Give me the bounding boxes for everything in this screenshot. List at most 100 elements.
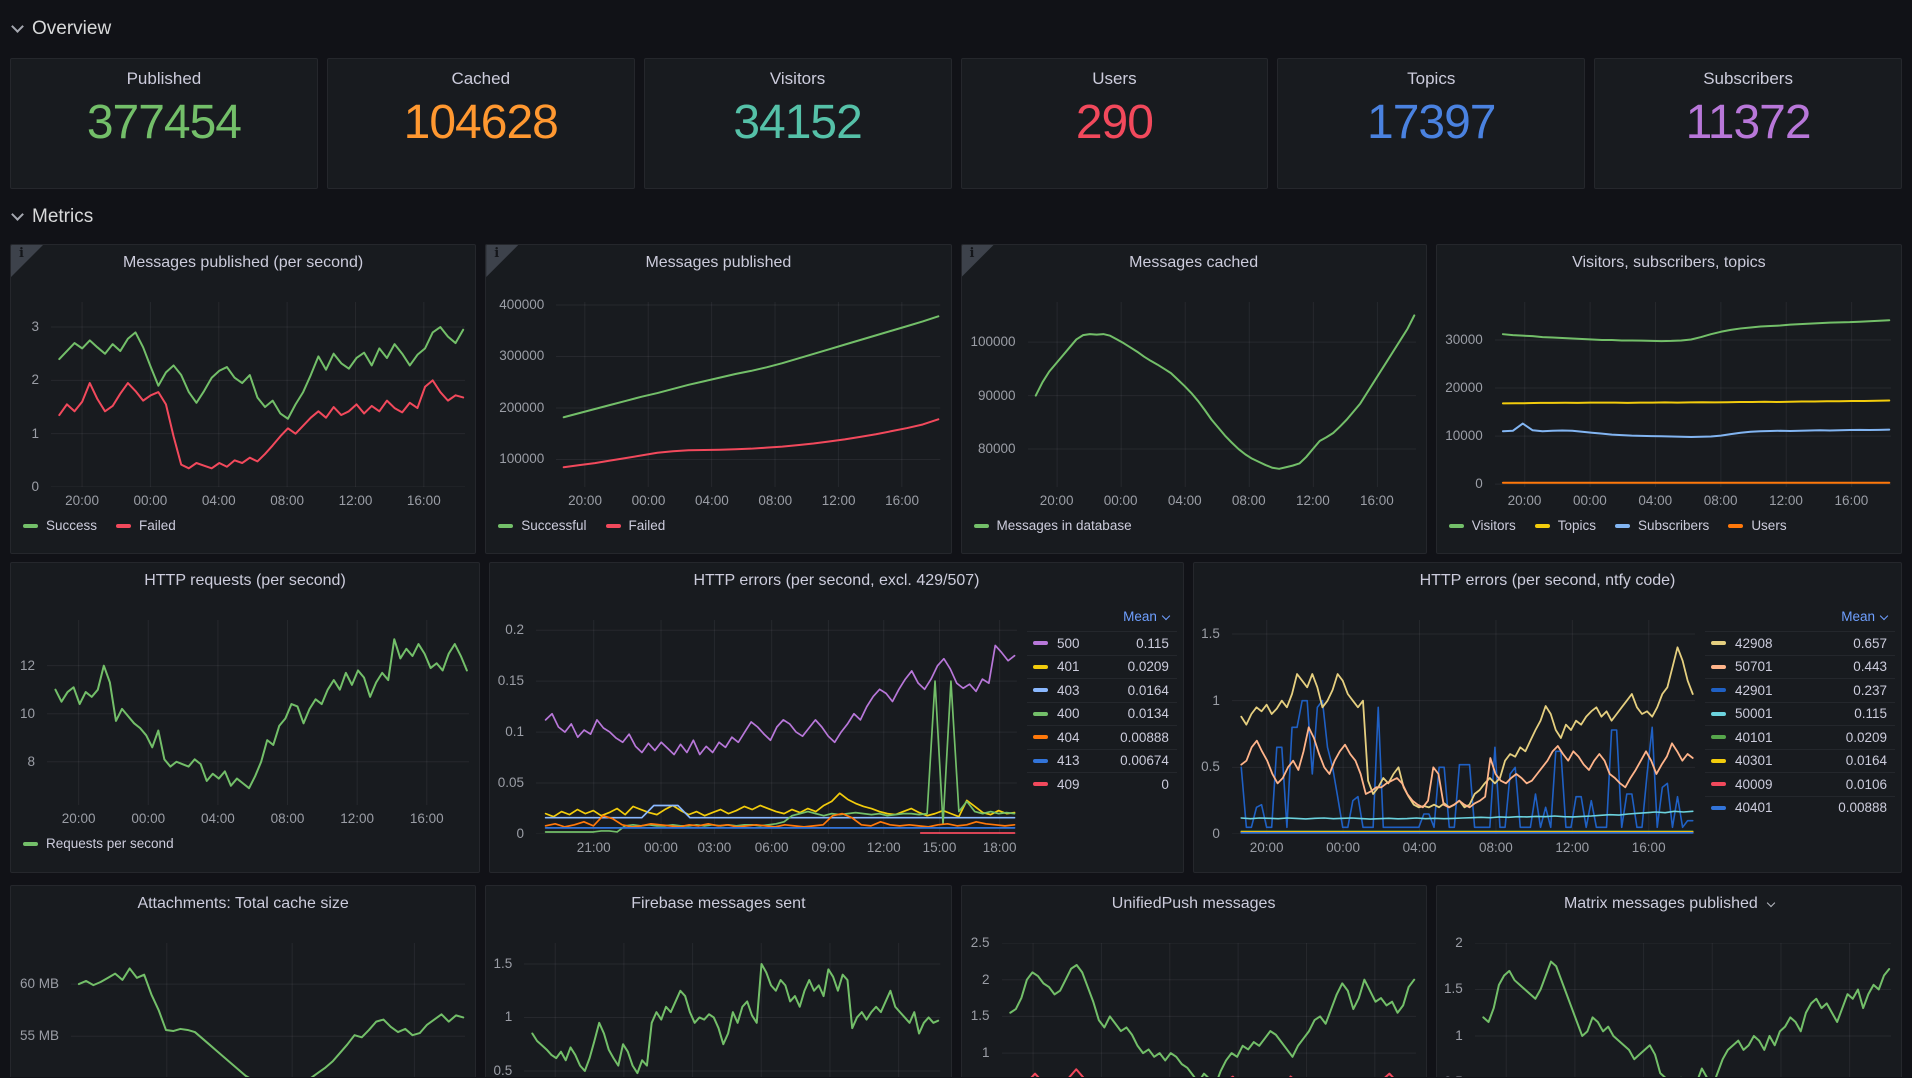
legend-label: 409	[1056, 776, 1080, 792]
panel-title[interactable]: UnifiedPush messages	[998, 895, 1390, 913]
line-chart	[556, 302, 940, 487]
stat-value: 34152	[733, 96, 862, 149]
y-axis-labels: 0.5 1 1.5 2	[1437, 935, 1469, 1077]
x-axis-labels: 20:00 00:00 04:00 08:00 12:00 16:00	[1495, 493, 1891, 513]
stat-value: 377454	[86, 96, 242, 149]
legend-item-42908[interactable]: 42908 0.657	[1705, 631, 1895, 655]
panel-title[interactable]: Attachments: Total cache size	[47, 895, 439, 913]
chart-plot[interactable]	[1002, 943, 1416, 1077]
chart-plot[interactable]	[556, 302, 940, 487]
legend-item-successful[interactable]: Successful	[498, 518, 587, 533]
series-500	[546, 645, 1015, 754]
chart-row-3: Attachments: Total cache size 55 MB 60 MB F…	[10, 885, 1902, 1077]
series-subscribers	[1503, 424, 1889, 437]
legend-item-topics[interactable]: Topics	[1534, 518, 1596, 533]
panel-title-text: Attachments: Total cache size	[137, 895, 349, 912]
y-axis-label: 55 MB	[19, 1028, 59, 1044]
series-matrix-messages-published	[1483, 962, 1889, 1077]
legend-item-409[interactable]: 409 0	[1026, 772, 1177, 796]
legend-swatch	[973, 523, 989, 528]
y-axis-labels: 55 MB 60 MB	[11, 943, 65, 1077]
legend-label: 404	[1056, 729, 1080, 745]
x-axis-label: 08:00	[1478, 840, 1513, 855]
chart-plot[interactable]	[1495, 302, 1891, 487]
legend-item-requests-per-second[interactable]: Requests per second	[23, 836, 174, 851]
mean-sort-label: Mean	[1841, 609, 1875, 624]
legend-item-failed[interactable]: Failed	[116, 518, 176, 533]
chart-panel-http-requests: HTTP requests (per second) 8 10 12 20:00 00:0…	[10, 562, 480, 873]
section-header-metrics[interactable]: Metrics	[0, 189, 1912, 244]
section-header-overview[interactable]: Overview	[0, 0, 1912, 58]
panel-title[interactable]: Messages cached	[998, 254, 1390, 272]
panel-info-icon[interactable]: i	[961, 245, 994, 277]
legend-item-success[interactable]: Success	[23, 518, 97, 533]
chart-panel-messages-cached: i Messages cached 80000 90000 100000 20:00 00:…	[960, 244, 1427, 554]
chart-panel-messages-published: i Messages published 100000 200000 300000 400…	[485, 244, 952, 554]
mean-sort-header[interactable]: Mean	[1027, 607, 1177, 631]
panel-info-icon[interactable]: i	[486, 245, 519, 277]
panel-title[interactable]: HTTP errors (per second, excl. 429/507)	[526, 572, 1147, 590]
legend-item-42901[interactable]: 42901 0.237	[1705, 678, 1895, 702]
legend-item-40101[interactable]: 40101 0.0209	[1705, 725, 1895, 749]
mean-value: 0.00888	[1838, 800, 1887, 816]
x-axis-label: 18:00	[982, 840, 1017, 855]
panel-title[interactable]: HTTP requests (per second)	[47, 572, 443, 590]
legend-item-40401[interactable]: 40401 0.00888	[1705, 795, 1895, 820]
panel-title[interactable]: Messages published	[522, 254, 914, 272]
series-firebase-messages-sent	[533, 964, 939, 1073]
panel-info-icon[interactable]: i	[11, 245, 43, 277]
mean-sort-header[interactable]: Mean	[1705, 607, 1895, 631]
legend-item-visitors[interactable]: Visitors	[1448, 518, 1516, 533]
stat-panel-users: Users 290	[960, 58, 1269, 189]
legend-item-401[interactable]: 401 0.0209	[1026, 654, 1177, 679]
panel-title[interactable]: Matrix messages published	[1473, 895, 1865, 913]
chart-panel-firebase-sent: Firebase messages sent 0.5 1 1.5	[485, 885, 952, 1077]
panel-title[interactable]: Firebase messages sent	[522, 895, 914, 913]
legend-item-40009[interactable]: 40009 0.0106	[1705, 772, 1895, 796]
chart-plot[interactable]	[71, 943, 465, 1077]
legend-swatch	[1711, 641, 1726, 646]
x-axis-label: 20:00	[1249, 840, 1284, 855]
legend-item-messages-in-database[interactable]: Messages in database	[973, 518, 1132, 533]
legend-swatch	[1032, 735, 1048, 740]
panel-title[interactable]: HTTP errors (per second, ntfy code)	[1230, 572, 1865, 590]
legend-item-users[interactable]: Users	[1728, 518, 1787, 533]
chart-panel-attachments-cache: Attachments: Total cache size 55 MB 60 MB	[10, 885, 477, 1077]
x-axis-label: 12:00	[821, 493, 856, 508]
chart-plot[interactable]	[1232, 620, 1695, 834]
legend-label: Visitors	[1471, 518, 1516, 533]
legend-item-50001[interactable]: 50001 0.115	[1705, 701, 1895, 726]
chart-panel-messages-published-rate: i Messages published (per second) 0 1 2 3 20:0…	[10, 244, 477, 554]
legend-item-403[interactable]: 403 0.0164	[1026, 678, 1177, 702]
mean-value: 0.0164	[1127, 682, 1169, 698]
line-chart	[1475, 943, 1891, 1077]
chart-plot[interactable]	[1475, 943, 1891, 1077]
legend-item-413[interactable]: 413 0.00674	[1026, 748, 1177, 773]
y-axis-label: 90000	[977, 387, 1016, 403]
legend-item-50701[interactable]: 50701 0.443	[1705, 654, 1895, 679]
legend-item-subscribers[interactable]: Subscribers	[1615, 518, 1709, 533]
chart-plot[interactable]	[524, 943, 940, 1077]
series-50701	[1241, 727, 1692, 807]
chart-panel-matrix-published: Matrix messages published 0.5 1 1.5 2	[1435, 885, 1902, 1077]
legend-item-400[interactable]: 400 0.0134	[1026, 701, 1177, 726]
legend-swatch	[1711, 805, 1726, 810]
x-axis-label: 08:00	[1231, 493, 1266, 508]
chart-plot[interactable]	[47, 620, 469, 805]
chart-plot[interactable]	[1028, 302, 1416, 487]
legend-item-40301[interactable]: 40301 0.0164	[1705, 748, 1895, 773]
legend-item-500[interactable]: 500 0.115	[1026, 631, 1177, 655]
line-chart	[536, 620, 1017, 834]
chart-row-1: i Messages published (per second) 0 1 2 3 20:0…	[10, 244, 1902, 554]
chart-plot[interactable]	[536, 620, 1017, 834]
stat-panel-visitors: Visitors 34152	[643, 58, 952, 189]
panel-title[interactable]: Messages published (per second)	[47, 254, 439, 272]
legend-item-404[interactable]: 404 0.00888	[1026, 725, 1177, 749]
x-axis-labels: 20:00 00:00 04:00 08:00 12:00 16:00	[556, 493, 940, 513]
series-topics	[1503, 401, 1889, 404]
panel-title[interactable]: Visitors, subscribers, topics	[1473, 254, 1865, 272]
chart-plot[interactable]	[51, 302, 465, 487]
x-axis-label: 00:00	[1326, 840, 1360, 855]
legend-item-failed[interactable]: Failed	[605, 518, 665, 533]
y-axis-label: 1.5	[1443, 981, 1463, 997]
